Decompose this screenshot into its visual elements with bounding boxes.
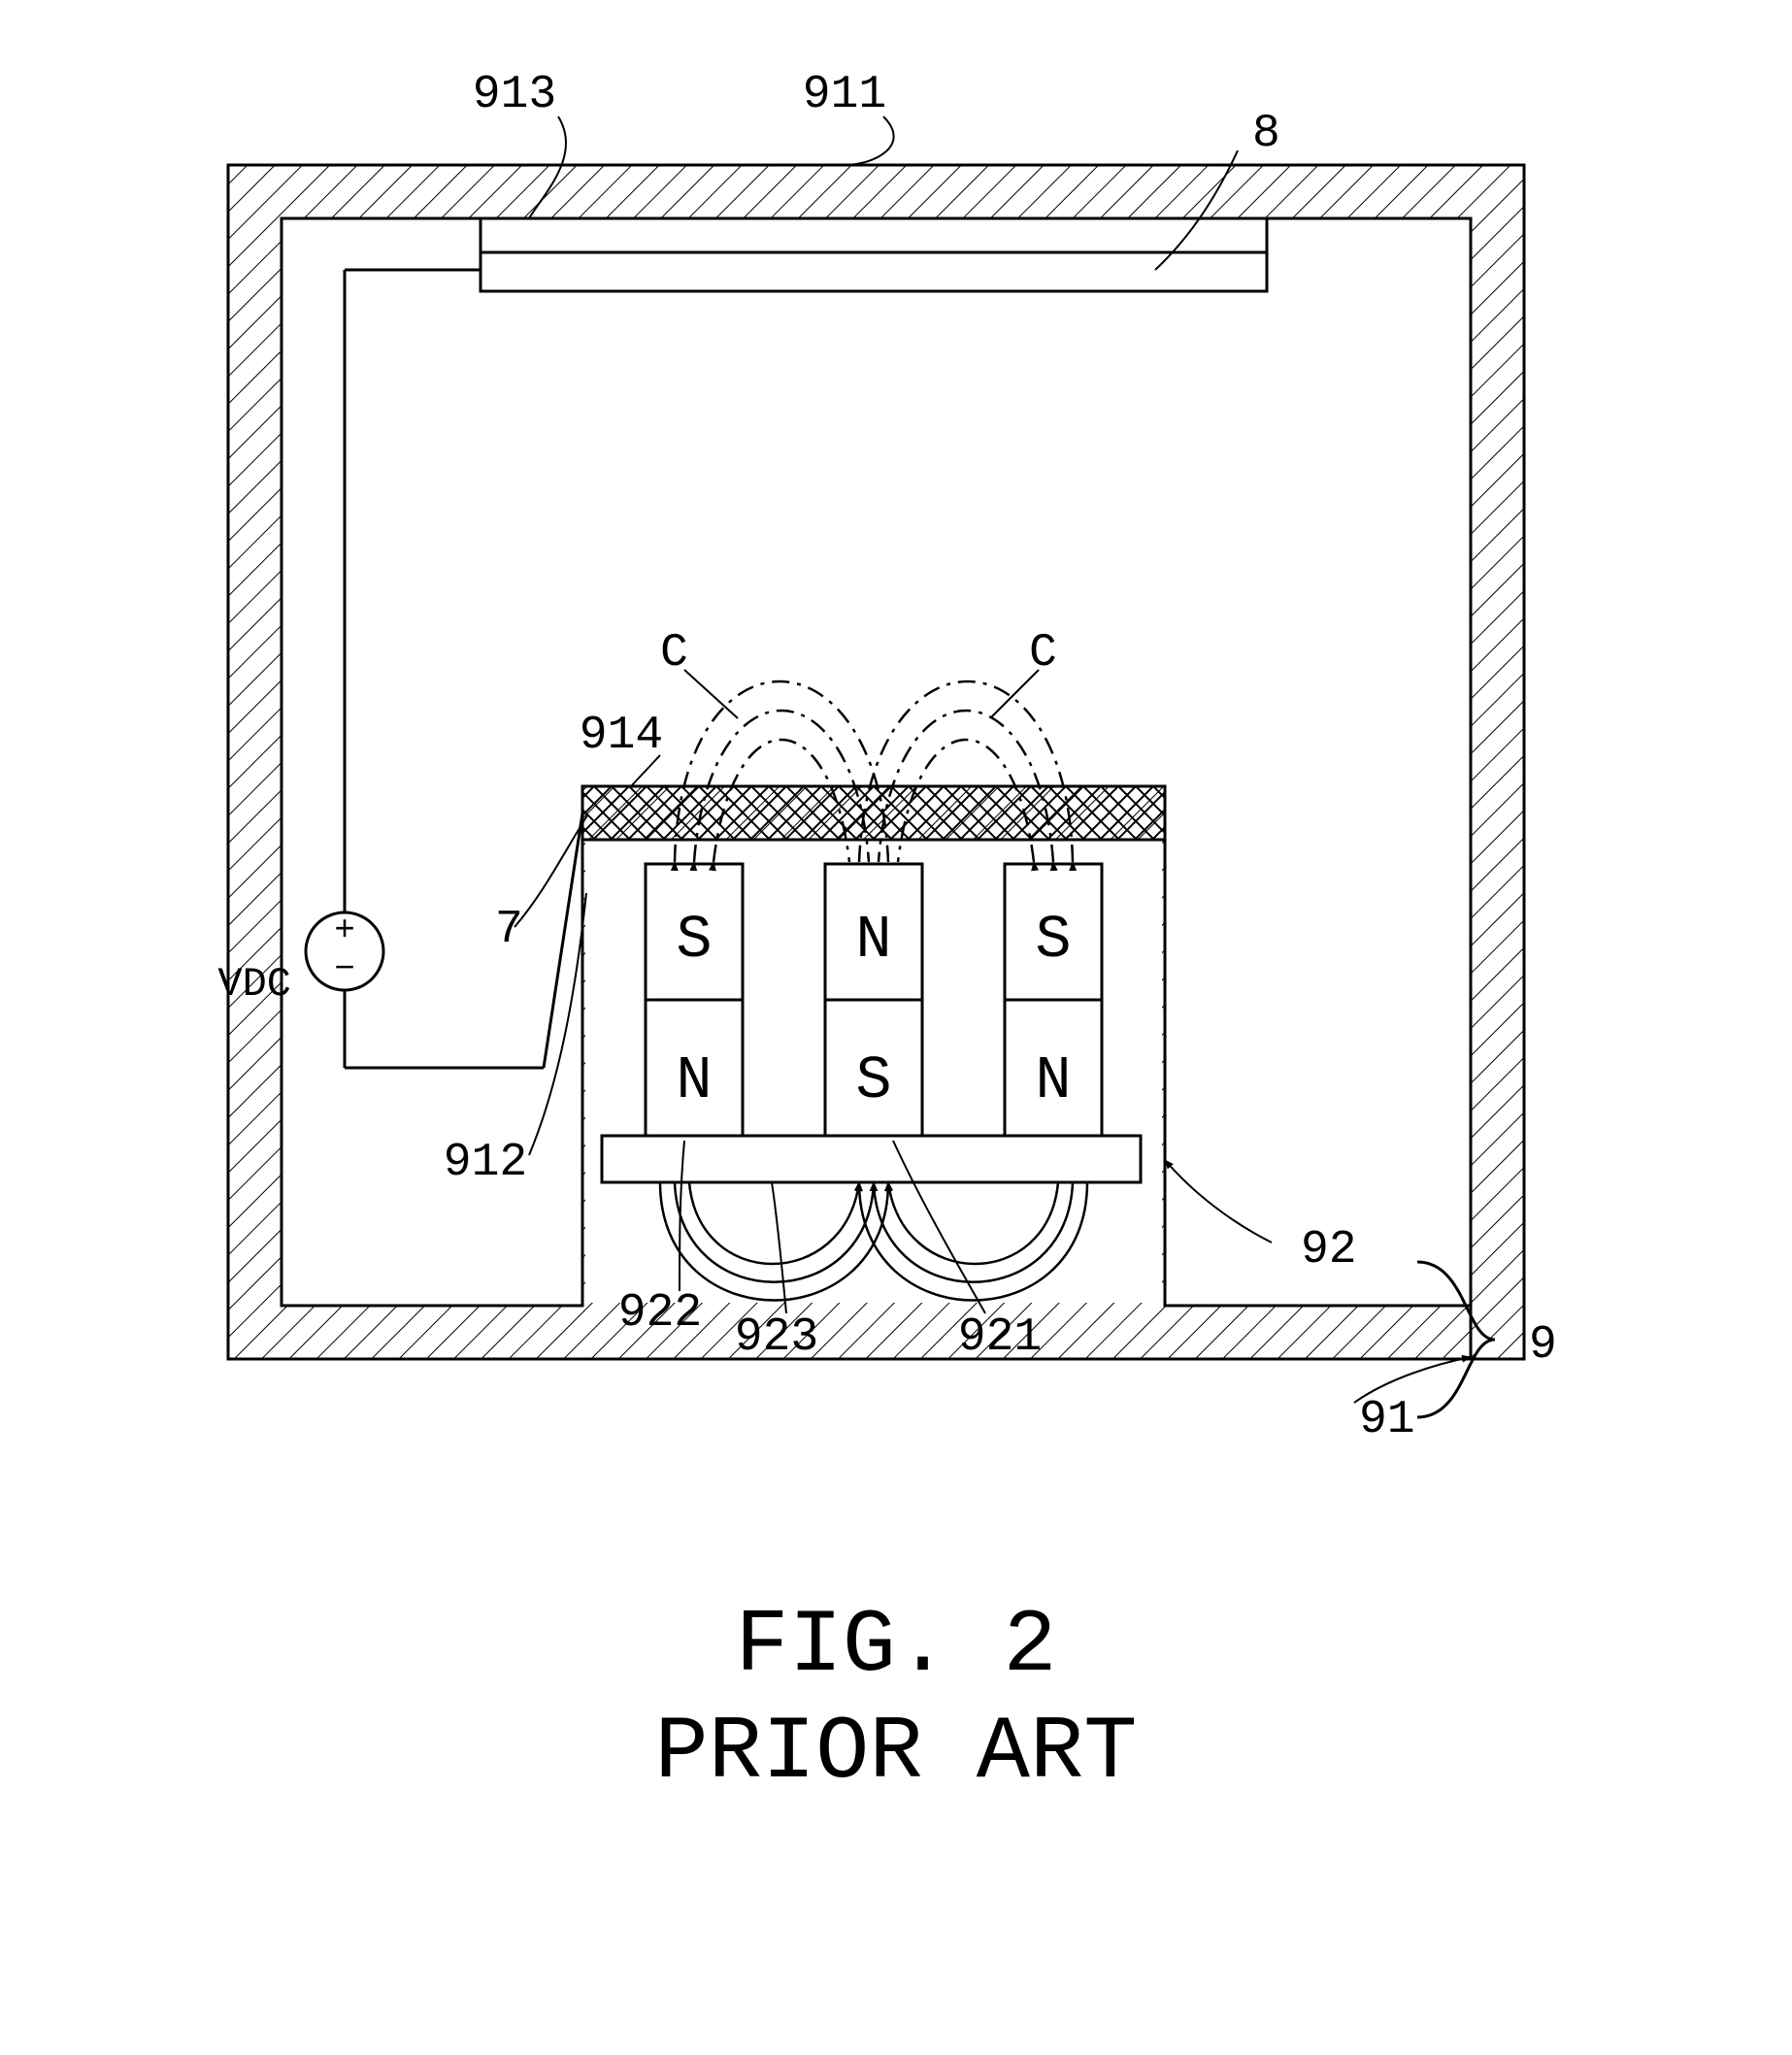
- label-911: 911: [803, 69, 886, 121]
- label-923: 923: [735, 1311, 818, 1364]
- vdc-label: VDC: [217, 961, 291, 1008]
- label-913: 913: [473, 69, 556, 121]
- magnet-left-bottom: N: [676, 1046, 712, 1115]
- figure-caption: FIG. 2 PRIOR ART: [655, 1595, 1138, 1804]
- caption-line1: FIG. 2: [735, 1595, 1056, 1697]
- vdc-plus: +: [334, 911, 355, 950]
- magnet-mid-top: N: [855, 906, 891, 975]
- label-922: 922: [618, 1287, 702, 1340]
- substrate-carrier: [481, 218, 1267, 252]
- magnet-mid-bottom: S: [855, 1046, 891, 1115]
- label-C-right: C: [1029, 627, 1057, 679]
- magnet-right-bottom: N: [1035, 1046, 1071, 1115]
- label-9: 9: [1529, 1319, 1557, 1372]
- label-912: 912: [444, 1137, 527, 1189]
- patent-figure-2: S N N S S N + −: [0, 0, 1792, 2055]
- label-C-left: C: [660, 627, 688, 679]
- magnet-left-top: S: [676, 906, 712, 975]
- label-91: 91: [1359, 1394, 1415, 1446]
- label-8: 8: [1252, 108, 1280, 160]
- magnet-right-top: S: [1035, 906, 1071, 975]
- vdc-minus: −: [334, 949, 355, 989]
- magnets: S N N S S N: [646, 864, 1102, 1136]
- substrate: [481, 252, 1267, 291]
- target-plate: [582, 786, 1165, 840]
- label-914: 914: [580, 710, 663, 762]
- label-7: 7: [495, 904, 523, 956]
- label-92: 92: [1301, 1224, 1357, 1276]
- caption-line2: PRIOR ART: [655, 1702, 1138, 1804]
- label-921: 921: [958, 1311, 1042, 1364]
